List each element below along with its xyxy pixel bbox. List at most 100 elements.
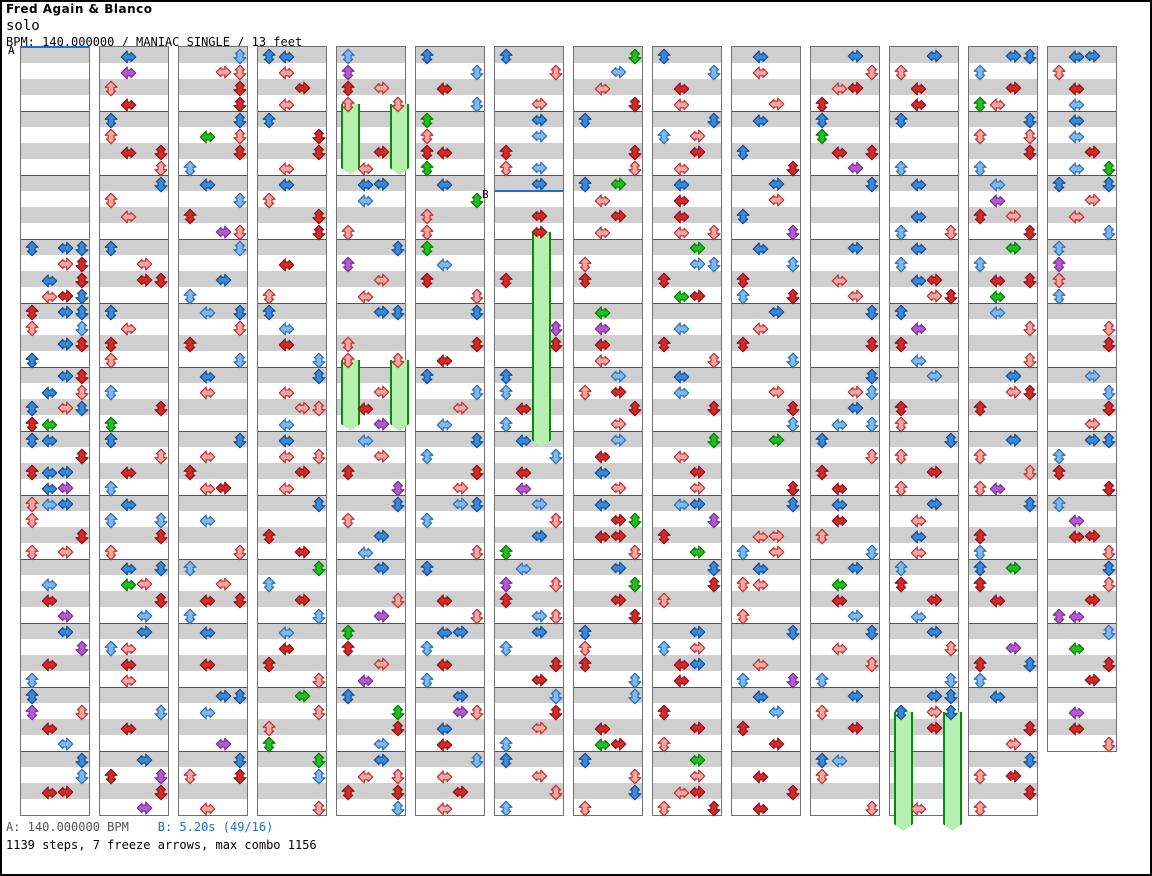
beat-row [653,623,721,639]
beat-row [890,463,958,479]
beat-row [416,303,484,319]
arrow-glyph [768,305,785,319]
arrow-glyph [578,800,592,817]
note-arrow [261,656,278,673]
note-arrow [893,560,910,577]
arrow-glyph [1052,288,1066,305]
beat-row [653,543,721,559]
beat-row [21,255,89,271]
arrow-glyph [357,178,374,192]
note-arrow [893,64,910,81]
beat-row [416,783,484,799]
arrow-glyph [815,96,829,113]
arrow-glyph [294,81,311,95]
arrow-glyph [944,224,958,241]
beat-row [21,399,89,415]
beat-row [574,239,642,255]
chart-column [415,46,485,816]
arrow-glyph [233,304,247,321]
beat-row [21,671,89,687]
note-arrow [689,240,706,257]
arrow-glyph [847,609,864,623]
chart-column [652,46,722,817]
note-arrow [278,64,295,81]
arrow-glyph [104,112,118,129]
note-arrow [498,800,515,817]
beat-row [179,495,247,511]
note-arrow [577,624,594,641]
arrow-glyph [847,721,864,735]
arrow-glyph [120,50,137,64]
beat-row [416,495,484,511]
arrow-glyph [357,194,374,208]
beat-row [21,47,89,63]
note-arrow [673,784,690,801]
note-arrow [1100,320,1117,337]
arrow-glyph [673,194,690,208]
arrow-glyph [278,50,295,64]
note-arrow [120,496,137,513]
note-arrow [594,448,611,465]
arrow-glyph [628,48,642,65]
arrow-glyph [1068,642,1085,656]
note-arrow [278,96,295,113]
beat-row [653,527,721,543]
note-arrow [705,64,722,81]
beat-row [732,303,800,319]
beat-row [574,287,642,303]
note-arrow [972,400,989,417]
arrow-glyph [673,226,690,240]
note-arrow [768,176,785,193]
beat-row [100,527,168,543]
beat-row [890,47,958,63]
beat-row [653,767,721,783]
note-arrow [498,384,515,401]
note-arrow [1068,528,1085,545]
beat-row [732,383,800,399]
arrow-glyph [499,368,513,385]
arrow-glyph [531,129,548,143]
note-arrow [24,464,41,481]
arrow-glyph [233,768,247,785]
arrow-glyph [707,800,721,817]
arrow-glyph [199,482,216,496]
note-arrow [120,576,137,593]
beat-row [890,655,958,671]
note-arrow [893,160,910,177]
arrow-glyph [199,626,216,640]
arrow-glyph [154,512,168,529]
beat-row [969,143,1037,159]
beat-row [811,687,879,703]
arrow-glyph [373,177,390,191]
note-arrow [705,224,722,241]
beat-row [179,239,247,255]
arrow-glyph [610,209,627,223]
beat-row [495,111,563,127]
beat-row [416,447,484,463]
arrow-glyph [104,304,118,321]
arrow-glyph [910,210,927,224]
arrow-glyph [262,720,276,737]
note-arrow [831,144,848,161]
note-arrow [373,80,390,97]
arrow-glyph [531,769,548,783]
note-arrow [436,768,453,785]
note-arrow [610,560,627,577]
arrow-glyph [499,272,513,289]
arrow-glyph [689,545,706,559]
beat-row [416,191,484,207]
note-arrow [689,144,706,161]
note-arrow [926,720,943,737]
beat-row [179,671,247,687]
beat-row [1048,735,1116,751]
note-arrow [689,464,706,481]
beat-row [811,463,879,479]
beat-row [811,447,879,463]
arrow-glyph [420,672,434,689]
note-arrow [814,112,831,129]
note-arrow [310,448,327,465]
arrow-glyph [1023,720,1037,737]
arrow-glyph [25,400,39,417]
beat-row [890,623,958,639]
note-arrow [547,608,564,625]
